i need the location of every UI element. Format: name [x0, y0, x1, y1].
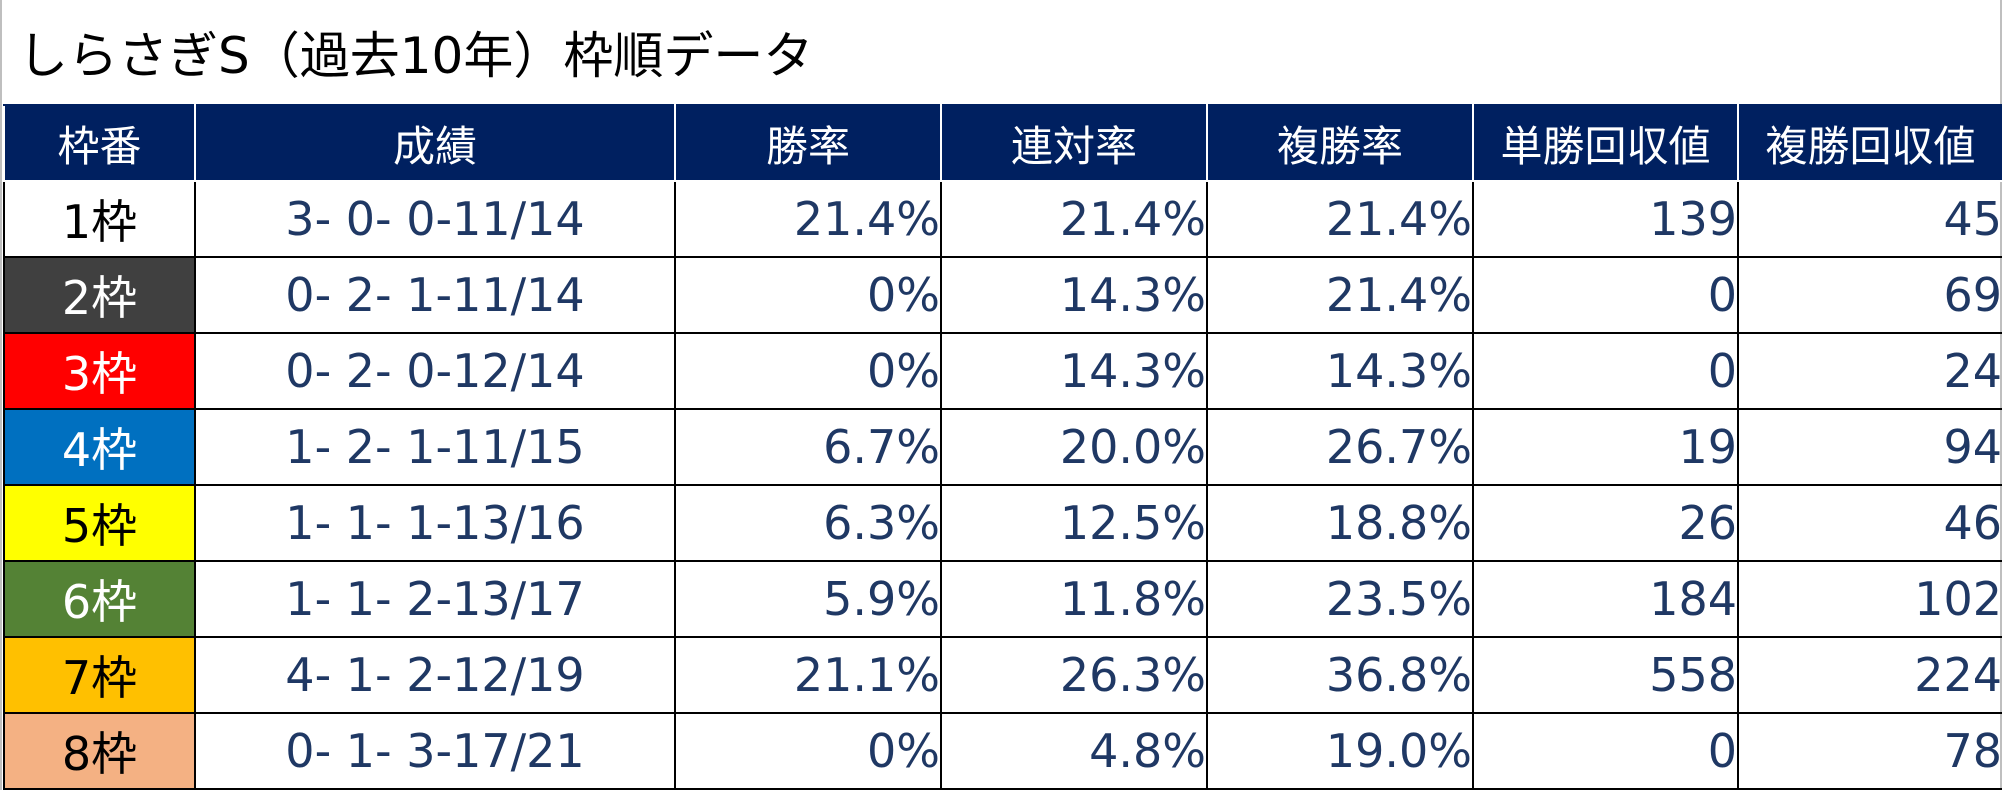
table-row: 7枠 4- 1- 2-12/19 21.1% 26.3% 36.8% 558 2…: [3, 636, 2002, 714]
header-record: 成績: [194, 104, 676, 182]
record-cell: 0- 2- 1-11/14: [194, 256, 676, 334]
frame-cell: 1枠: [3, 180, 196, 258]
frame-cell: 7枠: [3, 636, 196, 714]
show-return-cell: 224: [1737, 636, 2002, 714]
win-rate-cell: 0%: [674, 332, 942, 410]
table-row: 3枠 0- 2- 0-12/14 0% 14.3% 14.3% 0 24: [3, 332, 2002, 410]
title-bar: しらさぎS（過去10年）枠順データ: [2, 0, 2000, 104]
header-win-rate: 勝率: [674, 104, 942, 182]
quinella-rate-cell: 20.0%: [940, 408, 1208, 486]
frame-label: 4枠: [61, 423, 138, 477]
quinella-rate-cell: 14.3%: [940, 256, 1208, 334]
show-return-cell: 102: [1737, 560, 2002, 638]
frame-label: 6枠: [61, 575, 138, 629]
win-return-cell: 0: [1472, 256, 1739, 334]
table-row: 5枠 1- 1- 1-13/16 6.3% 12.5% 18.8% 26 46: [3, 484, 2002, 562]
header-show-return: 複勝回収値: [1737, 104, 2002, 182]
record-cell: 1- 2- 1-11/15: [194, 408, 676, 486]
frame-cell: 5枠: [3, 484, 196, 562]
frame-cell: 8枠: [3, 712, 196, 790]
quinella-rate-cell: 14.3%: [940, 332, 1208, 410]
frame-label: 2枠: [61, 271, 138, 325]
win-return-cell: 26: [1472, 484, 1739, 562]
quinella-rate-cell: 26.3%: [940, 636, 1208, 714]
show-rate-cell: 19.0%: [1206, 712, 1474, 790]
quinella-rate-cell: 12.5%: [940, 484, 1208, 562]
table-header-row: 枠番 成績 勝率 連対率 複勝率 単勝回収値 複勝回収値: [3, 104, 2002, 182]
frame-label: 8枠: [61, 727, 138, 781]
frame-label: 3枠: [61, 347, 138, 401]
win-rate-cell: 6.3%: [674, 484, 942, 562]
win-rate-cell: 21.1%: [674, 636, 942, 714]
header-quinella-rate: 連対率: [940, 104, 1208, 182]
frame-cell: 4枠: [3, 408, 196, 486]
frame-label: 1枠: [61, 195, 138, 249]
win-return-cell: 19: [1472, 408, 1739, 486]
header-win-return: 単勝回収値: [1472, 104, 1739, 182]
quinella-rate-cell: 11.8%: [940, 560, 1208, 638]
record-cell: 4- 1- 2-12/19: [194, 636, 676, 714]
record-cell: 1- 1- 1-13/16: [194, 484, 676, 562]
show-return-cell: 24: [1737, 332, 2002, 410]
win-return-cell: 139: [1472, 180, 1739, 258]
win-rate-cell: 0%: [674, 712, 942, 790]
table-row: 1枠 3- 0- 0-11/14 21.4% 21.4% 21.4% 139 4…: [3, 180, 2002, 258]
record-cell: 3- 0- 0-11/14: [194, 180, 676, 258]
record-cell: 0- 1- 3-17/21: [194, 712, 676, 790]
table-row: 6枠 1- 1- 2-13/17 5.9% 11.8% 23.5% 184 10…: [3, 560, 2002, 638]
show-return-cell: 46: [1737, 484, 2002, 562]
table-row: 2枠 0- 2- 1-11/14 0% 14.3% 21.4% 0 69: [3, 256, 2002, 334]
show-return-cell: 94: [1737, 408, 2002, 486]
win-return-cell: 0: [1472, 332, 1739, 410]
table-row: 4枠 1- 2- 1-11/15 6.7% 20.0% 26.7% 19 94: [3, 408, 2002, 486]
record-cell: 0- 2- 0-12/14: [194, 332, 676, 410]
win-rate-cell: 5.9%: [674, 560, 942, 638]
win-return-cell: 558: [1472, 636, 1739, 714]
win-return-cell: 0: [1472, 712, 1739, 790]
quinella-rate-cell: 4.8%: [940, 712, 1208, 790]
frame-cell: 6枠: [3, 560, 196, 638]
win-rate-cell: 6.7%: [674, 408, 942, 486]
show-rate-cell: 18.8%: [1206, 484, 1474, 562]
frame-cell: 2枠: [3, 256, 196, 334]
show-rate-cell: 14.3%: [1206, 332, 1474, 410]
frame-data-table: 枠番 成績 勝率 連対率 複勝率 単勝回収値 複勝回収値 1枠 3- 0- 0-…: [3, 104, 2002, 790]
show-return-cell: 69: [1737, 256, 2002, 334]
show-return-cell: 45: [1737, 180, 2002, 258]
win-rate-cell: 21.4%: [674, 180, 942, 258]
show-rate-cell: 23.5%: [1206, 560, 1474, 638]
frame-cell: 3枠: [3, 332, 196, 410]
table-row: 8枠 0- 1- 3-17/21 0% 4.8% 19.0% 0 78: [3, 712, 2002, 790]
show-rate-cell: 36.8%: [1206, 636, 1474, 714]
frame-label: 5枠: [61, 499, 138, 553]
frame-label: 7枠: [61, 651, 138, 705]
page-title: しらさぎS（過去10年）枠順データ: [18, 27, 814, 85]
show-rate-cell: 21.4%: [1206, 256, 1474, 334]
header-frame: 枠番: [3, 104, 196, 182]
show-rate-cell: 26.7%: [1206, 408, 1474, 486]
win-rate-cell: 0%: [674, 256, 942, 334]
show-return-cell: 78: [1737, 712, 2002, 790]
quinella-rate-cell: 21.4%: [940, 180, 1208, 258]
win-return-cell: 184: [1472, 560, 1739, 638]
record-cell: 1- 1- 2-13/17: [194, 560, 676, 638]
show-rate-cell: 21.4%: [1206, 180, 1474, 258]
header-show-rate: 複勝率: [1206, 104, 1474, 182]
